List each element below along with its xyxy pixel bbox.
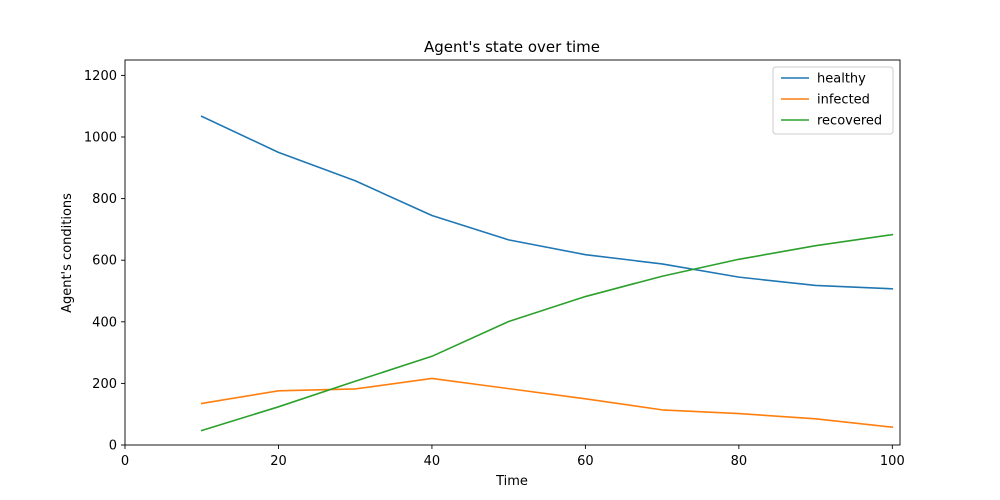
x-tick-label: 20 xyxy=(270,454,287,469)
y-tick-label: 0 xyxy=(109,439,117,454)
y-tick-label: 800 xyxy=(92,192,117,207)
legend: healthy infected recovered xyxy=(772,66,894,135)
x-axis-title: Time xyxy=(495,474,528,489)
axes-frame xyxy=(124,59,901,446)
y-tick-label: 600 xyxy=(92,254,117,269)
y-tick-label: 1200 xyxy=(84,69,117,84)
plot-area xyxy=(200,115,894,432)
x-tick-label: 60 xyxy=(577,454,594,469)
series-line-recovered xyxy=(200,233,894,432)
x-tick-label: 100 xyxy=(880,454,905,469)
legend-label-healthy: healthy xyxy=(817,72,866,87)
x-tick-label: 80 xyxy=(731,454,748,469)
y-tick-label: 400 xyxy=(92,315,117,330)
series-line-healthy xyxy=(200,115,894,290)
legend-box xyxy=(772,66,894,135)
series-line-infected xyxy=(200,377,894,429)
legend-label-recovered: recovered xyxy=(817,114,882,129)
y-tick-label: 200 xyxy=(92,377,117,392)
x-tick-label: 40 xyxy=(424,454,441,469)
y-axis-title: Agent's conditions xyxy=(60,193,75,313)
x-tick-label: 0 xyxy=(121,454,129,469)
legend-label-infected: infected xyxy=(817,93,870,108)
y-tick-label: 1000 xyxy=(84,131,117,146)
chart-title: Agent's state over time xyxy=(424,38,600,56)
